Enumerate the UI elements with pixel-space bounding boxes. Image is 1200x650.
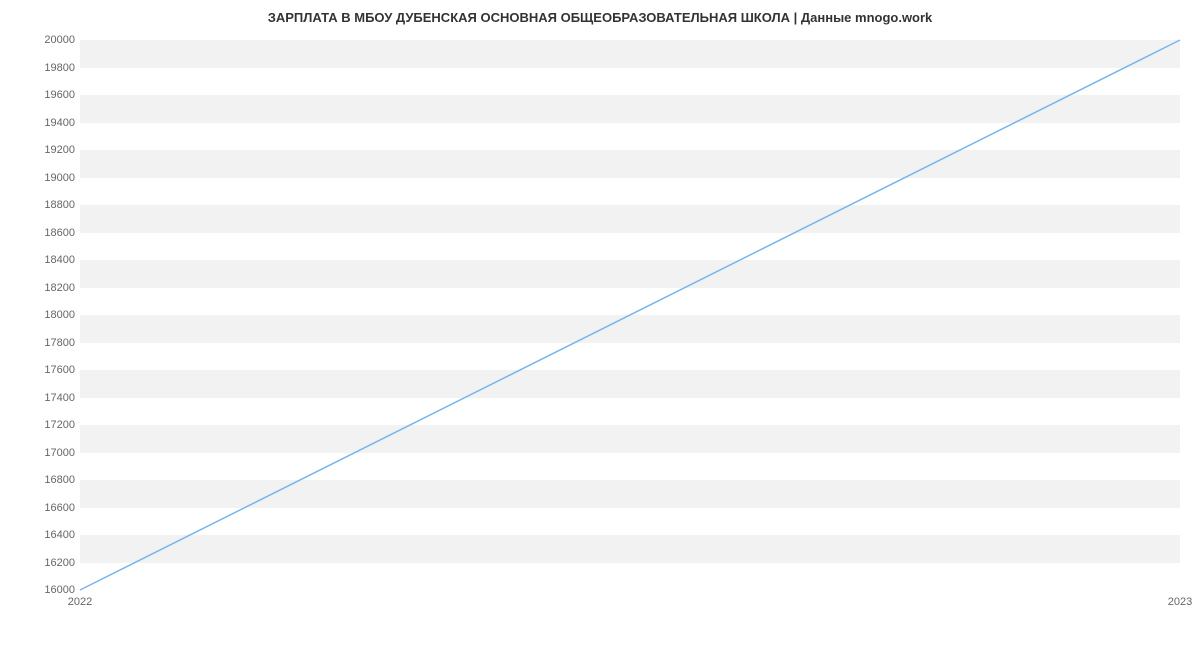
- y-tick-label: 18200: [25, 282, 75, 294]
- y-tick-label: 16400: [25, 529, 75, 541]
- y-tick-label: 17400: [25, 392, 75, 404]
- y-tick-label: 17800: [25, 337, 75, 349]
- y-tick-label: 16600: [25, 502, 75, 514]
- y-tick-label: 17000: [25, 447, 75, 459]
- x-tick-label: 2022: [68, 596, 92, 608]
- y-tick-label: 19000: [25, 172, 75, 184]
- series-line-salary: [80, 40, 1180, 590]
- y-tick-label: 18600: [25, 227, 75, 239]
- y-tick-label: 18000: [25, 309, 75, 321]
- y-tick-label: 16000: [25, 584, 75, 596]
- y-tick-label: 19600: [25, 89, 75, 101]
- y-tick-label: 19800: [25, 62, 75, 74]
- y-tick-label: 19400: [25, 117, 75, 129]
- y-tick-label: 19200: [25, 144, 75, 156]
- y-tick-label: 17600: [25, 364, 75, 376]
- y-tick-label: 18400: [25, 254, 75, 266]
- chart-svg: [80, 40, 1180, 590]
- y-tick-label: 16200: [25, 557, 75, 569]
- plot-area: [80, 40, 1180, 590]
- y-tick-label: 16800: [25, 474, 75, 486]
- y-tick-label: 18800: [25, 199, 75, 211]
- x-tick-label: 2023: [1168, 596, 1192, 608]
- y-tick-label: 17200: [25, 419, 75, 431]
- y-tick-label: 20000: [25, 34, 75, 46]
- chart-title: ЗАРПЛАТА В МБОУ ДУБЕНСКАЯ ОСНОВНАЯ ОБЩЕО…: [0, 10, 1200, 25]
